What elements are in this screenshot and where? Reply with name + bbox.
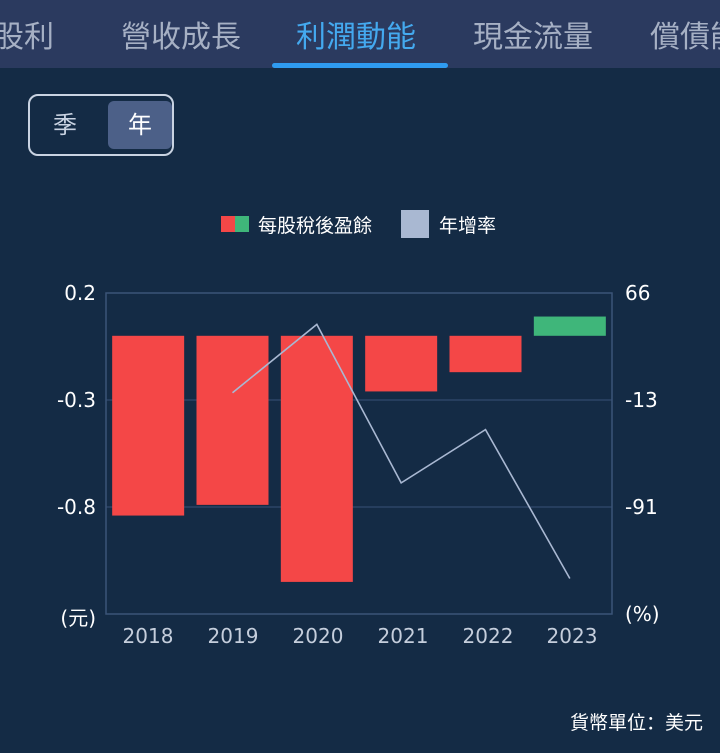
eps-bar-2022[interactable] xyxy=(449,335,522,373)
legend-swatch-yoy xyxy=(401,210,429,238)
x-tick-label: 2020 xyxy=(292,624,344,648)
eps-bars xyxy=(112,316,606,582)
yoy-line-path xyxy=(231,323,571,579)
right-axis-tick-0: 66 xyxy=(625,281,651,305)
legend-item-eps[interactable]: 每股稅後盈餘 xyxy=(221,208,372,240)
x-tick-label: 2023 xyxy=(546,624,598,648)
x-tick-label: 2022 xyxy=(462,624,514,648)
quarter-button[interactable]: 季 xyxy=(53,111,77,139)
year-button[interactable]: 年 xyxy=(108,101,172,149)
yoy-point-2022[interactable] xyxy=(483,427,489,433)
tab-dividend[interactable]: 股利 xyxy=(0,20,54,55)
legend-label-eps: 每股稅後盈餘 xyxy=(258,214,373,237)
right-axis-tick-1: -13 xyxy=(625,388,658,412)
yoy-point-2023[interactable] xyxy=(567,575,573,581)
left-axis-tick-2: -0.8 xyxy=(56,495,96,519)
eps-bar-2018[interactable] xyxy=(112,335,185,516)
x-tick-label: 2019 xyxy=(207,624,259,648)
eps-bar-2020[interactable] xyxy=(280,335,353,582)
right-axis-unit: (%) xyxy=(625,602,660,626)
legend-label-yoy: 年增率 xyxy=(439,214,497,237)
eps-bar-2019[interactable] xyxy=(196,335,269,505)
left-axis-unit: (元) xyxy=(60,606,96,630)
chart-gridlines xyxy=(106,399,612,508)
tab-cash-flow[interactable]: 現金流量 xyxy=(473,20,593,55)
left-axis-tick-0: 0.2 xyxy=(64,281,96,305)
period-toggle: 季 年 xyxy=(28,94,174,156)
eps-bar-2021[interactable] xyxy=(365,335,438,392)
left-axis-tick-1: -0.3 xyxy=(56,388,96,412)
x-tick-label: 2021 xyxy=(377,624,429,648)
active-tab-indicator xyxy=(272,63,448,68)
chart-legend: 每股稅後盈餘 年增率 xyxy=(0,208,720,240)
yoy-point-2020[interactable] xyxy=(314,321,320,327)
legend-item-yoy[interactable]: 年增率 xyxy=(401,208,496,240)
right-axis-tick-2: -91 xyxy=(625,495,658,519)
tab-revenue-growth[interactable]: 營收成長 xyxy=(121,20,241,55)
yoy-point-2019[interactable] xyxy=(230,390,236,396)
tab-bar: 股利 營收成長 利潤動能 現金流量 償債能 xyxy=(0,0,720,68)
yoy-point-2021[interactable] xyxy=(398,480,404,486)
plot-frame xyxy=(105,292,613,615)
yoy-line xyxy=(230,321,573,581)
eps-bar-2023[interactable] xyxy=(533,316,606,336)
tab-solvency[interactable]: 償債能 xyxy=(650,20,720,55)
legend-swatch-eps xyxy=(221,216,249,232)
x-tick-label: 2018 xyxy=(122,624,174,648)
currency-note: 貨幣單位：美元 xyxy=(569,712,703,734)
tab-profit-momentum[interactable]: 利潤動能 xyxy=(296,20,416,55)
